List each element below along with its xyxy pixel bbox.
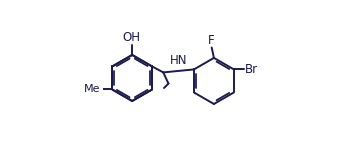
Text: Me: Me <box>84 84 100 94</box>
Text: F: F <box>208 34 215 47</box>
Text: OH: OH <box>122 31 141 44</box>
Text: Br: Br <box>245 63 258 76</box>
Text: HN: HN <box>170 54 187 67</box>
